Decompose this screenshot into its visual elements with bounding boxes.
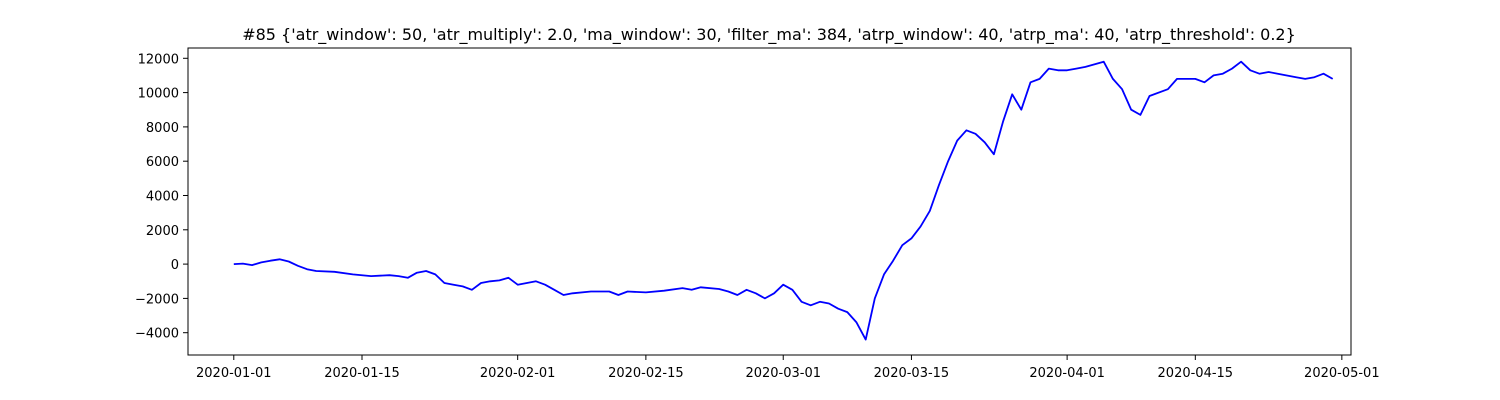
x-tick-label: 2020-05-01 [1304,366,1380,381]
y-tick-label: 10000 [138,87,179,102]
x-tick-label: 2020-03-15 [874,366,950,381]
chart-title: #85 {'atr_window': 50, 'atr_multiply': 2… [242,25,1296,45]
x-axis: 2020-01-01 2020-01-15 2020-02-01 2020-02-15… [196,355,1380,381]
x-tick-label: 2020-01-01 [196,366,272,381]
x-tick-label: 2020-04-15 [1158,366,1234,381]
series-line [233,60,1334,341]
y-axis: −4000 −2000 0 2000 4000 6000 8000 10000 12000 [135,52,188,342]
x-tick-label: 2020-03-01 [745,366,821,381]
y-tick-label: 8000 [146,121,179,136]
y-tick-label: −2000 [135,292,179,307]
y-tick-label: −4000 [135,327,179,342]
x-tick-label: 2020-01-15 [324,366,400,381]
y-tick-label: 2000 [146,224,179,239]
y-tick-label: 0 [171,258,179,273]
plot-frame [187,47,1352,356]
y-tick-label: 4000 [146,189,179,204]
y-tick-label: 6000 [146,155,179,170]
y-tick-label: 12000 [138,52,179,67]
x-tick-label: 2020-04-01 [1029,366,1105,381]
x-tick-label: 2020-02-01 [480,366,556,381]
x-tick-label: 2020-02-15 [608,366,684,381]
